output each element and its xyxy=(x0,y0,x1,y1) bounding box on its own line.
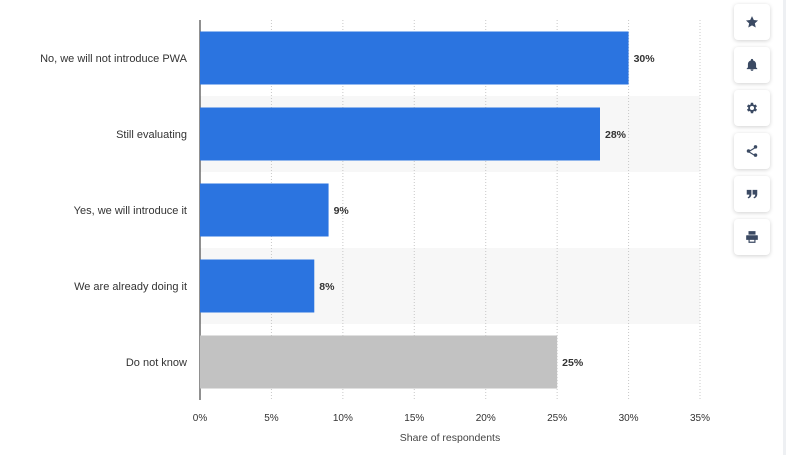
x-tick-label: 0% xyxy=(193,413,208,424)
bar xyxy=(200,335,558,389)
data-label: 30% xyxy=(634,53,656,65)
settings-button[interactable] xyxy=(734,90,770,126)
print-button[interactable] xyxy=(734,219,770,255)
chart-toolbar xyxy=(734,0,770,255)
x-tick-label: 35% xyxy=(690,413,710,424)
favorite-button[interactable] xyxy=(734,4,770,40)
data-label: 9% xyxy=(334,205,350,217)
star-icon xyxy=(745,16,759,28)
x-tick-label: 10% xyxy=(333,413,353,424)
bar xyxy=(200,183,329,237)
category-label: We are already doing it xyxy=(74,281,187,293)
data-label: 28% xyxy=(605,129,627,141)
bar xyxy=(200,107,600,161)
bar xyxy=(200,31,629,85)
data-label: 8% xyxy=(319,281,335,293)
scrollbar-track[interactable] xyxy=(783,0,786,455)
category-label: Do not know xyxy=(126,357,187,369)
x-tick-label: 5% xyxy=(264,413,279,424)
category-label: Still evaluating xyxy=(116,129,187,141)
x-tick-label: 25% xyxy=(547,413,567,424)
chart-area: 0% 5% 10% 15% 20% 25% 30% 35% No, we will not in… xyxy=(40,20,710,444)
share-icon xyxy=(746,145,758,157)
share-button[interactable] xyxy=(734,133,770,169)
x-axis-title: Share of respondents xyxy=(400,432,500,444)
gear-icon xyxy=(746,102,758,114)
data-label: 25% xyxy=(562,357,584,369)
bar-chart: 0% 5% 10% 15% 20% 25% 30% 35% No, we will not in… xyxy=(40,20,710,444)
bar xyxy=(200,259,315,313)
x-tick-label: 30% xyxy=(619,413,639,424)
notification-button[interactable] xyxy=(734,47,770,83)
quote-icon xyxy=(746,189,758,199)
x-tick-label: 20% xyxy=(476,413,496,424)
cite-button[interactable] xyxy=(734,176,770,212)
x-tick-label: 15% xyxy=(404,413,424,424)
printer-icon xyxy=(746,231,758,243)
category-label: Yes, we will introduce it xyxy=(74,205,187,217)
category-label: No, we will not introduce PWA xyxy=(40,53,188,65)
bell-icon xyxy=(746,58,758,71)
